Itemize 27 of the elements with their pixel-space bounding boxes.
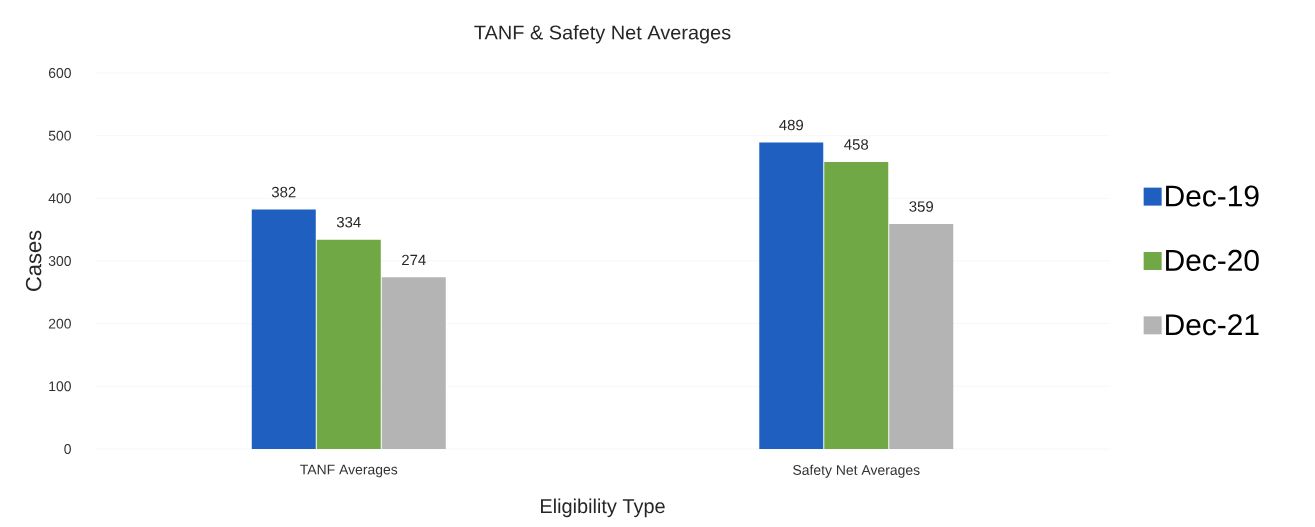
bar xyxy=(251,209,316,449)
bar xyxy=(824,161,889,449)
y-axis-title: Cases xyxy=(25,230,42,291)
bar xyxy=(889,224,954,449)
legend-label: Dec-21 xyxy=(1166,314,1259,336)
data-label: 334 xyxy=(336,216,361,228)
bar xyxy=(759,142,824,449)
data-label: 274 xyxy=(402,254,426,266)
data-label: 359 xyxy=(909,201,934,212)
y-tick-label: 500 xyxy=(48,130,71,141)
y-tick-label: 100 xyxy=(49,381,71,392)
y-tick-label: 600 xyxy=(48,68,71,78)
y-tick-label: 300 xyxy=(48,256,71,266)
bar xyxy=(381,277,446,449)
y-tick-label: 0 xyxy=(64,444,71,454)
chart-title: TANF & Safety Net Averages xyxy=(474,24,731,44)
data-label: 489 xyxy=(779,119,804,131)
y-tick-label: 200 xyxy=(48,318,71,329)
data-label: 458 xyxy=(844,139,869,150)
y-tick-label: 400 xyxy=(48,193,71,204)
x-tick-label: Safety Net Averages xyxy=(793,464,920,478)
bar xyxy=(316,239,381,449)
legend-label: Dec-20 xyxy=(1166,249,1259,271)
data-label: 382 xyxy=(271,186,296,198)
x-tick-label: TANF Averages xyxy=(300,464,398,478)
legend-label: Dec-19 xyxy=(1166,185,1259,207)
x-axis-title: Eligibility Type xyxy=(541,498,665,518)
